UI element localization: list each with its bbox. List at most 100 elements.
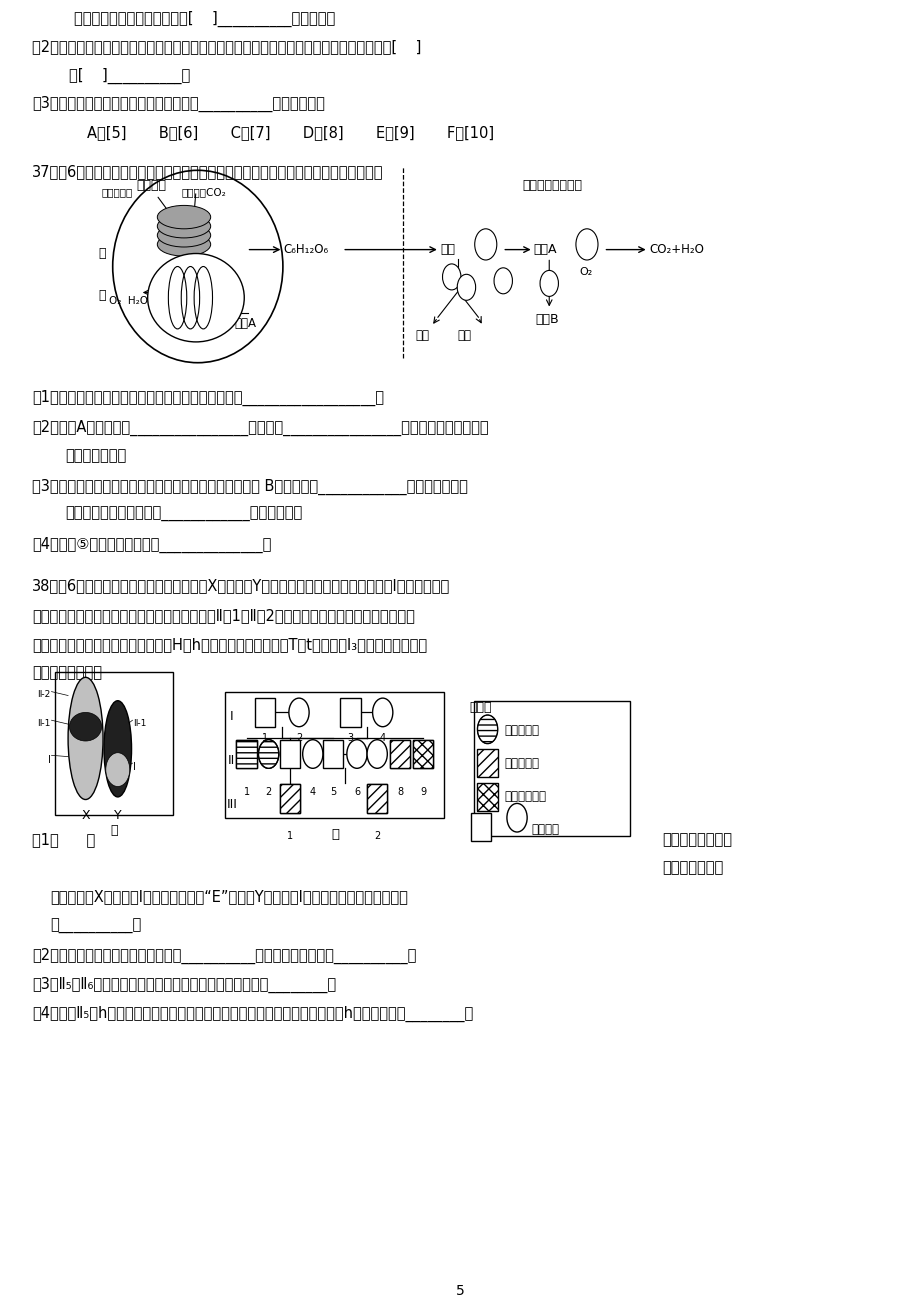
Text: 因__________。: 因__________。	[51, 919, 142, 934]
Text: 乙: 乙	[331, 828, 338, 841]
Bar	[55, 672, 173, 815]
Ellipse shape	[157, 215, 210, 238]
Text: 图例：: 图例：	[469, 700, 491, 713]
Text: III: III	[226, 798, 237, 811]
Bar	[225, 691, 444, 818]
Text: 3: 3	[347, 733, 353, 743]
Bar	[413, 740, 433, 768]
Text: 4: 4	[310, 786, 315, 797]
Circle shape	[506, 803, 527, 832]
Text: X: X	[81, 809, 90, 822]
Text: 变异导致的遗传病时，需选拣[    ]__________期的细胞。: 变异导致的遗传病时，需选拣[ ]__________期的细胞。	[74, 10, 335, 26]
Text: 肝脏: 肝脏	[415, 329, 429, 342]
Text: 和[    ]__________。: 和[ ]__________。	[69, 68, 190, 83]
Circle shape	[477, 715, 497, 743]
Text: 2: 2	[374, 831, 380, 841]
Text: （1）      甲: （1） 甲	[32, 832, 96, 848]
Text: 请回答下列问题：: 请回答下列问题：	[32, 665, 102, 681]
Circle shape	[372, 698, 392, 727]
Text: 血糖: 血糖	[440, 243, 455, 256]
Text: 患甲病女性: 患甲病女性	[504, 724, 539, 737]
Text: ⑤: ⑤	[481, 240, 490, 249]
Bar	[340, 698, 360, 727]
Text: I: I	[230, 710, 233, 723]
Text: Ⅱ-2: Ⅱ-2	[38, 690, 51, 699]
Text: O₂  H₂O  CO₂: O₂ H₂O CO₂	[108, 297, 174, 306]
Bar	[477, 783, 497, 811]
Text: （4）图中⑤过程发生的场所是______________。: （4）图中⑤过程发生的场所是______________。	[32, 536, 271, 553]
Circle shape	[367, 740, 387, 768]
Text: 甲: 甲	[98, 247, 106, 260]
Text: 素可促进图中（填序号）____________过程的进行。: 素可促进图中（填序号）____________过程的进行。	[65, 506, 302, 522]
Text: 物质A: 物质A	[234, 318, 256, 331]
Text: ①: ①	[448, 272, 455, 281]
Bar	[236, 740, 256, 768]
Ellipse shape	[68, 677, 103, 799]
Text: 5: 5	[330, 786, 335, 797]
Circle shape	[575, 229, 597, 260]
Text: 37．（6分）下图为植物和高等动物（如人体）新陈代谢的部分过程示意图。分析回答：: 37．（6分）下图为植物和高等动物（如人体）新陈代谢的部分过程示意图。分析回答：	[32, 164, 383, 178]
Text: 患两种病男性: 患两种病男性	[504, 790, 546, 803]
Bar	[477, 749, 497, 777]
Text: 7: 7	[374, 786, 380, 797]
Bar	[413, 740, 433, 768]
Text: 因位于甲图中的: 因位于甲图中的	[662, 861, 723, 876]
Bar	[255, 698, 275, 727]
Text: 8: 8	[397, 786, 403, 797]
Text: （3）大量进食后，血液中的葡萄糖含量会增加，这时胰岛 B细胞分泌的____________会增加，这种激: （3）大量进食后，血液中的葡萄糖含量会增加，这时胰岛 B细胞分泌的_______…	[32, 478, 468, 495]
Ellipse shape	[148, 254, 244, 342]
Bar	[367, 784, 387, 812]
Text: 的两个家系中都有甲遗传病（基因为H、h）和乙遗传病（基因为T、t）患者，I₃无乙痃致病基因，: 的两个家系中都有甲遗传病（基因为H、h）和乙遗传病（基因为T、t）患者，I₃无乙…	[32, 637, 426, 652]
Bar	[413, 740, 433, 768]
Text: 5: 5	[455, 1285, 464, 1298]
Text: 人类的红绿色盲基: 人类的红绿色盲基	[662, 832, 732, 848]
Text: ⑥: ⑥	[545, 279, 552, 288]
Text: 甲: 甲	[110, 824, 118, 837]
Text: 3: 3	[287, 786, 292, 797]
Bar	[390, 740, 410, 768]
Text: A．[5]       B．[6]       C．[7]       D．[8]       E．[9]       F．[10]: A．[5] B．[6] C．[7] D．[8] E．[9] F．[10]	[87, 125, 494, 139]
Bar	[477, 783, 497, 811]
Circle shape	[258, 740, 278, 768]
Text: 物质A: 物质A	[533, 243, 557, 256]
Text: Ⅰ: Ⅰ	[48, 755, 51, 766]
Ellipse shape	[157, 206, 210, 229]
Bar	[390, 740, 410, 768]
Ellipse shape	[104, 700, 131, 797]
Text: （3）图乙中，具有选择透过性膜的结构是__________。（可多选）: （3）图乙中，具有选择透过性膜的结构是__________。（可多选）	[32, 96, 324, 112]
Text: 4: 4	[380, 733, 385, 743]
Circle shape	[346, 740, 367, 768]
Circle shape	[494, 268, 512, 294]
Text: 乙: 乙	[98, 289, 106, 302]
Bar	[367, 784, 387, 812]
Text: 1: 1	[287, 831, 292, 841]
Text: 38．（6分）下图甲为人的性染色体简图，X染色体和Y染色体有一部分是同源的（甲图中Ⅰ片段），该部: 38．（6分）下图甲为人的性染色体简图，X染色体和Y染色体有一部分是同源的（甲图…	[32, 578, 450, 594]
Text: 9: 9	[420, 786, 425, 797]
Text: CO₂+H₂O: CO₂+H₂O	[649, 243, 704, 256]
Text: ②: ②	[462, 283, 470, 292]
Text: 正常男女: 正常男女	[531, 823, 559, 836]
Ellipse shape	[157, 233, 210, 256]
Text: （2）组蛋白是组成染色体的蛋白质。图乙中，组蛋白基因表达时，能发生碘基配对的场所是[    ]: （2）组蛋白是组成染色体的蛋白质。图乙中，组蛋白基因表达时，能发生碘基配对的场所…	[32, 39, 421, 53]
Bar	[236, 740, 256, 768]
Text: ⑦: ⑦	[582, 240, 591, 249]
Bar	[236, 740, 256, 768]
Ellipse shape	[106, 753, 130, 786]
Text: 1: 1	[244, 786, 249, 797]
Text: Ⅰ: Ⅰ	[133, 762, 136, 772]
Circle shape	[258, 740, 278, 768]
Ellipse shape	[157, 224, 210, 247]
Text: 绿色植物: 绿色植物	[137, 180, 166, 193]
Text: 高等动物（人体）: 高等动物（人体）	[521, 180, 582, 193]
Bar	[471, 812, 491, 841]
Text: C₆H₁₂O₆: C₆H₁₂O₆	[283, 243, 328, 256]
Text: 片段。若在X染色体的Ⅰ片段上有一基因“E”，则在Y染色体的Ⅰ片段的同一位点可以找到基: 片段。若在X染色体的Ⅰ片段上有一基因“E”，则在Y染色体的Ⅰ片段的同一位点可以找…	[51, 889, 408, 904]
Text: Ⅱ-1: Ⅱ-1	[133, 719, 147, 728]
Text: 分基因互为等位，另一部分是非同源的（甲图中Ⅱ－1、Ⅱ－2片段），该部基因不互为等位。图乙: 分基因互为等位，另一部分是非同源的（甲图中Ⅱ－1、Ⅱ－2片段），该部基因不互为等…	[32, 608, 414, 624]
Text: 空气中的CO₂: 空气中的CO₂	[181, 187, 226, 197]
Circle shape	[474, 229, 496, 260]
Text: Y: Y	[114, 809, 121, 822]
Text: 6: 6	[354, 786, 359, 797]
Circle shape	[302, 740, 323, 768]
Bar	[323, 740, 343, 768]
